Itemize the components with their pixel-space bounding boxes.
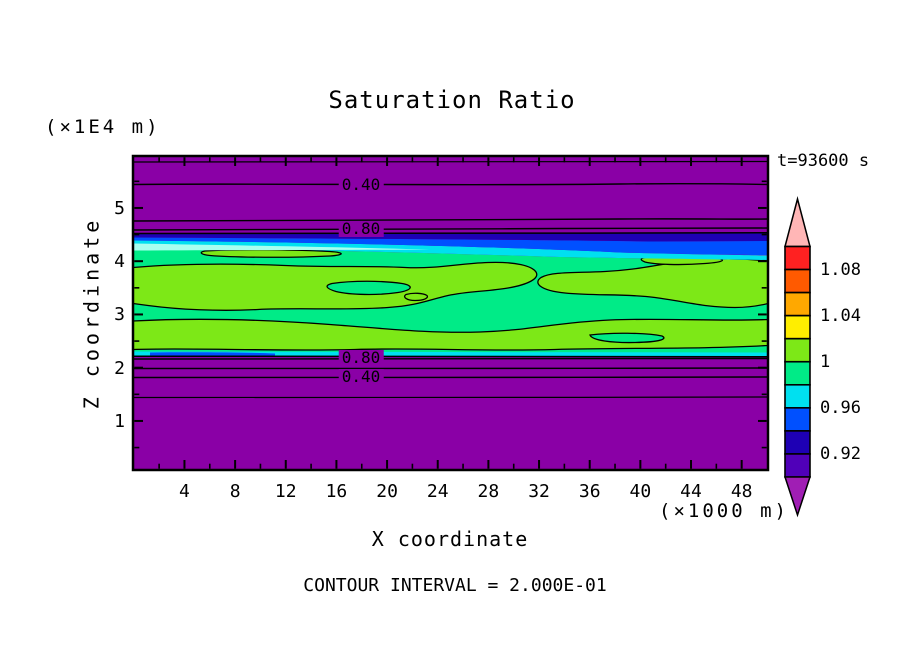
x-tick-label: 48 [730, 481, 753, 502]
band-pale-cyan-streak [133, 243, 430, 251]
contour-label-040-top: 0.40 [338, 176, 384, 193]
contour-line-1p0-bottom [133, 355, 768, 358]
band-cyan-top [133, 240, 768, 260]
x-tick-label: 16 [325, 481, 348, 502]
x-tick-label: 44 [680, 481, 702, 502]
chart-title: Saturation Ratio [328, 86, 576, 114]
y-tick-label: 1 [114, 410, 125, 432]
x-tick-label: 4 [179, 481, 190, 502]
colorbar [783, 196, 812, 518]
band-navy-top [133, 232, 768, 242]
colorbar-segment [784, 268, 811, 294]
colorbar-segment [784, 383, 811, 409]
y-axis-unit-label: (×1E4 m) [45, 116, 161, 138]
contour-interval-note: CONTOUR INTERVAL = 2.000E-01 [303, 575, 607, 596]
colorbar-tick-label: 0.92 [820, 444, 861, 465]
contour-line-1p0-top [133, 232, 768, 235]
band-cyan-bottom [133, 351, 768, 357]
colorbar-tick-label: 1.08 [820, 260, 861, 281]
colorbar-tick-label: 0.96 [820, 398, 861, 419]
x-tick-label: 28 [477, 481, 500, 502]
patch-small-island [403, 292, 429, 302]
patch-sliver-upper-left [200, 249, 342, 258]
colorbar-under-arrow [783, 476, 812, 518]
colorbar-segment [784, 314, 811, 340]
x-tick-label: 20 [376, 481, 398, 502]
x-tick-label: 32 [528, 481, 550, 502]
colorbar-segment [784, 245, 811, 271]
y-tick-label: 5 [114, 197, 125, 219]
lower-line-contours [133, 357, 768, 399]
patch-left-large [133, 261, 538, 311]
y-tick-label: 2 [114, 357, 125, 379]
contour-label-080-top: 0.80 [338, 220, 384, 237]
patch-bottom-band [133, 318, 768, 351]
time-annotation: t=93600 s [777, 151, 870, 171]
colorbar-segment [784, 453, 811, 478]
axis-ticks [134, 157, 767, 469]
colorbar-tick-label: 1 [820, 352, 831, 373]
x-axis-unit-label: (×1000 m) [659, 500, 789, 522]
x-tick-label: 12 [274, 481, 297, 502]
contour-label-040-bottom: 0.40 [338, 368, 384, 385]
colorbar-segment [784, 407, 811, 432]
colorbar-segment [784, 430, 811, 455]
colorbar-over-arrow [784, 196, 811, 248]
colorbar-segment [784, 360, 811, 386]
colorbar-tick-label: 1.04 [820, 306, 861, 327]
plot-border [131, 154, 770, 472]
supersaturated-patches [133, 249, 768, 351]
y-tick-label: 3 [114, 304, 125, 326]
x-tick-label: 24 [426, 481, 449, 502]
x-tick-label: 40 [629, 481, 652, 502]
x-tick-label: 36 [578, 481, 601, 502]
x-axis-label: X coordinate [371, 527, 529, 551]
x-tick-label: 8 [229, 481, 241, 502]
contour-label-080-bottom: 0.80 [338, 349, 384, 366]
upper-line-contours [133, 160, 768, 231]
band-blue-streak-bottom [150, 352, 275, 357]
y-tick-label: 4 [114, 251, 125, 273]
colorbar-segment [784, 291, 811, 317]
colorbar-segment [784, 337, 811, 363]
band-blue-top [133, 237, 768, 255]
